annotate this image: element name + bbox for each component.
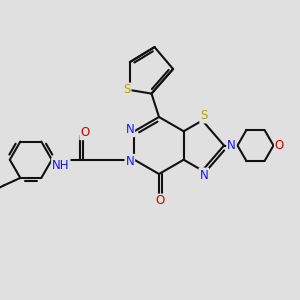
Text: N: N (200, 169, 208, 182)
Text: O: O (156, 194, 165, 208)
Text: S: S (200, 110, 208, 122)
Text: N: N (227, 139, 236, 152)
Text: O: O (80, 126, 89, 139)
Text: N: N (125, 155, 134, 168)
Text: S: S (123, 83, 130, 97)
Text: O: O (275, 139, 284, 152)
Text: N: N (125, 123, 134, 136)
Text: NH: NH (52, 159, 70, 172)
